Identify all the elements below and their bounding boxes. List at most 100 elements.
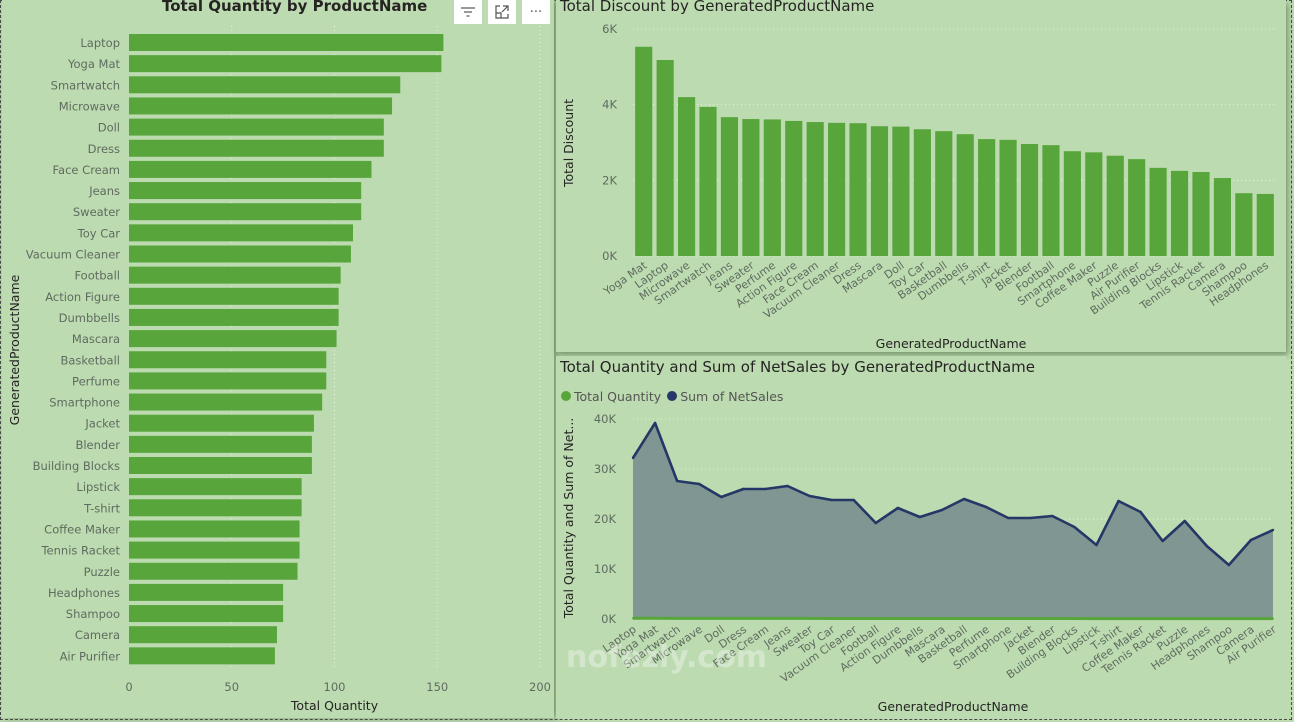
visual-qty-netsales-by-product[interactable]: Total Quantity and Sum of NetSales by Ge… [556,356,1286,718]
y-tick-label: Blender [75,438,120,452]
total-quantity-point [676,617,679,620]
y-tick-label: Action Figure [45,290,120,304]
y-tick-label: Jeans [88,184,120,198]
netsales-point [631,456,635,460]
bar [763,119,781,257]
total-quantity-point [1161,617,1164,620]
bar [129,224,353,242]
netsales-point [1051,514,1054,518]
total-quantity-point [1051,617,1054,620]
bar [129,76,401,94]
y-axis-title: GeneratedProductName [7,274,22,425]
total-quantity-point [786,617,789,620]
chart-title: Total Quantity and Sum of NetSales by Ge… [560,358,1035,376]
bar [129,55,442,73]
x-tick-label: 200 [529,680,551,694]
bar [656,60,674,257]
more-options-icon[interactable]: ··· [522,0,550,24]
bar [129,414,314,432]
total-quantity-point [1095,617,1098,620]
total-quantity-point [698,617,701,620]
focus-mode-icon[interactable] [488,0,516,24]
y-tick-label: 40K [594,412,617,426]
bar [129,372,327,390]
bar [806,122,824,256]
visual-header: ··· [454,0,550,24]
netsales-point [918,515,922,519]
y-tick-label: Puzzle [84,565,120,579]
visual-qty-by-product[interactable]: Total Quantity by ProductName ··· 0 50 100… [2,0,554,718]
bar [129,34,444,51]
bar [129,647,275,665]
bar [785,120,803,256]
bar [129,182,362,200]
netsales-point [720,495,723,499]
netsales-point [1183,519,1186,523]
y-tick-label: Headphones [48,586,120,600]
y-tick-label: 0K [601,612,616,626]
y-tick-label: Vacuum Cleaner [26,248,120,262]
bar [129,266,341,284]
filter-icon[interactable] [454,0,482,24]
y-tick-label: Dumbbells [59,311,120,325]
bar [129,541,300,559]
bar [720,117,739,256]
y-tick-label: Sweater [73,205,120,219]
bar [129,287,339,305]
x-axis-title: GeneratedProductName [876,336,1027,351]
visual-discount-by-product[interactable]: Total Discount by GeneratedProductName 0… [556,0,1286,352]
bar [129,308,339,326]
netsales-point [1227,563,1231,567]
netsales-point [896,506,900,510]
bar [129,499,302,517]
total-quantity-point [1272,617,1274,620]
legend-item-total-quantity[interactable]: Total Quantity [561,389,661,404]
bar [129,435,312,453]
bar [742,119,760,256]
legend-label: Total Quantity [574,389,662,404]
netsales-point [1095,543,1098,547]
netsales-point [1139,510,1142,514]
y-tick-label: Perfume [72,374,120,388]
y-tick-label: Smartwatch [51,78,120,92]
total-quantity-point [830,617,833,620]
y-tick-label: 2K [602,173,617,187]
bar [999,139,1017,256]
y-tick-label: Tennis Racket [40,544,120,558]
netsales-line [631,421,1274,567]
y-tick-label: Football [74,269,120,283]
x-axis-title: GeneratedProductName [878,699,1029,714]
total-quantity-point [1117,617,1120,620]
netsales-point [698,482,701,486]
total-quantity-point [1007,617,1010,620]
bar [129,160,372,178]
netsales-point [742,487,745,491]
total-quantity-point [764,617,767,620]
total-quantity-point [1227,617,1230,620]
netsales-point [830,498,833,502]
y-tick-label: Laptop [80,36,120,50]
bar [129,393,323,411]
y-tick-label: 6K [602,22,617,36]
bar [1213,178,1231,256]
total-quantity-point [632,617,634,620]
total-quantity-point [918,617,921,620]
x-tick-label: 100 [324,680,346,694]
bar [129,203,362,221]
netsales-point [1205,544,1208,548]
x-tick-label: 0 [125,680,132,694]
y-tick-label: Dress [88,142,120,156]
bar [129,97,393,115]
bar [828,122,846,257]
legend-item-netsales[interactable]: Sum of NetSales [667,389,783,404]
netsales-point [852,498,855,502]
total-quantity-point [720,617,723,620]
y-tick-label: Building Blocks [33,459,120,473]
y-axis-title: Total Discount [561,99,576,188]
total-quantity-point [963,617,966,620]
bar [129,330,337,348]
netsales-point [1117,499,1120,503]
legend-dot-icon [667,391,678,401]
total-quantity-point [874,617,877,620]
